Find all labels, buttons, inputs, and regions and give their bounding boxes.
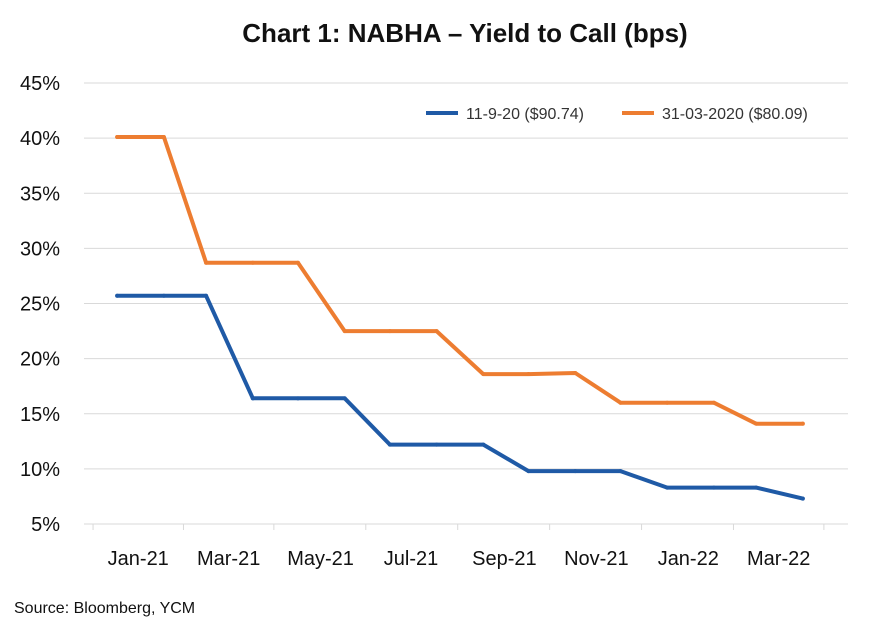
- data-point: [342, 329, 347, 334]
- data-point: [526, 469, 531, 474]
- data-point: [665, 485, 670, 490]
- data-point: [115, 293, 120, 298]
- data-point: [754, 485, 759, 490]
- data-point: [434, 329, 439, 334]
- data-point: [573, 370, 578, 375]
- data-point: [754, 421, 759, 426]
- legend-label-2: 31-03-2020 ($80.09): [662, 106, 808, 123]
- data-point: [618, 400, 623, 405]
- data-point: [204, 293, 209, 298]
- y-tick-label: 15%: [20, 404, 60, 426]
- x-tick-label: Sep-21: [472, 548, 537, 570]
- data-point: [800, 496, 805, 501]
- y-tick-label: 25%: [20, 294, 60, 316]
- y-axis: 5% 10% 15% 20% 25% 30% 35% 40% 45%: [20, 73, 60, 536]
- data-point: [161, 135, 166, 140]
- series-lines: [115, 135, 805, 501]
- x-tick-label: Jan-21: [108, 548, 169, 570]
- y-tick-label: 45%: [20, 73, 60, 95]
- data-point: [711, 400, 716, 405]
- x-tick-label: Mar-22: [747, 548, 810, 570]
- y-tick-label: 35%: [20, 183, 60, 205]
- series-line-2: [115, 135, 805, 426]
- data-point: [387, 442, 392, 447]
- chart-title: Chart 1: NABHA – Yield to Call (bps): [242, 18, 687, 48]
- data-point: [250, 260, 255, 265]
- data-point: [526, 372, 531, 377]
- data-point: [618, 469, 623, 474]
- series-line-1: [115, 293, 805, 501]
- legend-label-1: 11-9-20 ($90.74): [466, 106, 584, 123]
- gridlines: [84, 82, 848, 525]
- data-point: [434, 442, 439, 447]
- y-tick-label: 20%: [20, 349, 60, 371]
- y-tick-label: 5%: [31, 514, 60, 536]
- data-point: [481, 372, 486, 377]
- legend: 11-9-20 ($90.74) 31-03-2020 ($80.09): [426, 106, 808, 123]
- data-point: [115, 135, 120, 140]
- data-point: [295, 396, 300, 401]
- data-point: [250, 396, 255, 401]
- data-point: [800, 421, 805, 426]
- x-tick-label: May-21: [287, 548, 354, 570]
- data-point: [161, 293, 166, 298]
- x-tick-label: Nov-21: [564, 548, 628, 570]
- y-tick-label: 10%: [20, 459, 60, 481]
- data-point: [295, 260, 300, 265]
- data-point: [573, 469, 578, 474]
- y-tick-label: 30%: [20, 238, 60, 260]
- source-note: Source: Bloomberg, YCM: [14, 600, 195, 617]
- x-tick-label: Mar-21: [197, 548, 260, 570]
- x-tick-label: Jan-22: [658, 548, 719, 570]
- y-tick-label: 40%: [20, 128, 60, 150]
- data-point: [481, 442, 486, 447]
- data-point: [387, 329, 392, 334]
- data-point: [342, 396, 347, 401]
- x-tick-label: Jul-21: [384, 548, 438, 570]
- data-point: [204, 260, 209, 265]
- data-point: [665, 400, 670, 405]
- data-point: [711, 485, 716, 490]
- x-axis: Jan-21 Mar-21 May-21 Jul-21 Sep-21 Nov-21 Jan-…: [84, 523, 848, 570]
